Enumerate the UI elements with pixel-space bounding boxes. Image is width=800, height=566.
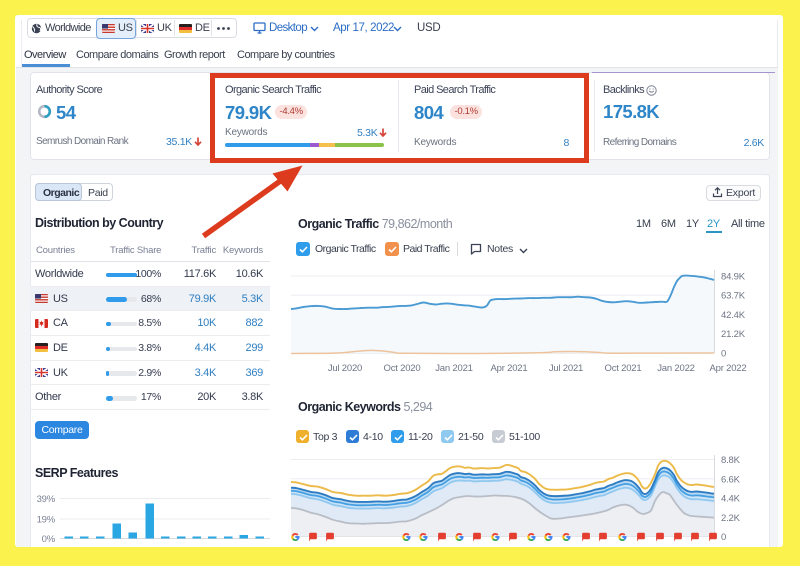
svg-text:21.2K: 21.2K: [721, 329, 746, 340]
svg-text:2.2K: 2.2K: [721, 513, 741, 524]
svg-text:84.9K: 84.9K: [721, 272, 746, 283]
svg-text:0: 0: [721, 349, 726, 360]
svg-text:Apr 2021: Apr 2021: [491, 363, 528, 374]
svg-text:19%: 19%: [37, 515, 56, 526]
svg-text:Jan 2022: Jan 2022: [657, 363, 695, 374]
svg-text:Jul 2020: Jul 2020: [328, 363, 362, 374]
svg-text:42.4K: 42.4K: [721, 310, 746, 321]
svg-text:6.6K: 6.6K: [721, 474, 741, 485]
svg-text:Oct 2020: Oct 2020: [384, 363, 421, 374]
svg-text:Apr 2022: Apr 2022: [710, 363, 747, 374]
svg-text:0: 0: [721, 532, 726, 543]
svg-text:Jan 2021: Jan 2021: [435, 363, 473, 374]
svg-text:8.8K: 8.8K: [721, 455, 741, 466]
svg-text:0%: 0%: [42, 534, 56, 545]
svg-text:Oct 2021: Oct 2021: [605, 363, 642, 374]
svg-text:63.7K: 63.7K: [721, 291, 746, 302]
svg-text:4.4K: 4.4K: [721, 494, 741, 505]
svg-text:Jul 2021: Jul 2021: [549, 363, 583, 374]
svg-text:39%: 39%: [37, 494, 56, 505]
